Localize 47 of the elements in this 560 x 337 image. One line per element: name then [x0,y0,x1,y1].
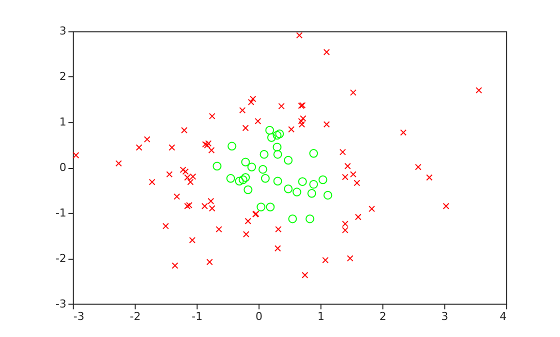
point [298,177,307,186]
x-tick-label: 2 [379,310,386,324]
y-tick-label: -2 [55,252,66,265]
point [307,189,316,198]
point [318,175,328,184]
point [275,130,284,138]
point [260,174,270,183]
point [309,149,318,158]
point [212,162,222,170]
point [288,214,297,224]
point [309,180,318,189]
point [256,202,266,212]
point [266,202,275,212]
point [292,188,302,196]
y-tick-label: -1 [55,206,66,220]
point [284,184,293,194]
point [267,133,276,142]
point [241,173,250,182]
y-tick-label: 2 [59,70,66,84]
x-tick-label: 4 [500,310,507,324]
point [244,185,252,194]
x-tick-label: 0 [256,310,263,324]
point [247,162,256,172]
point [238,175,248,184]
point [284,156,293,165]
point [265,126,274,135]
point [226,174,236,183]
y-tick-label: 1 [59,116,66,129]
point [234,176,244,186]
y-tick-label: 0 [59,161,66,174]
y-tick-label: 3 [59,24,66,38]
x-tick-label: 1 [317,310,324,324]
point [258,164,268,174]
y-tick-label: -3 [55,297,66,310]
point [272,142,282,152]
point [272,130,282,140]
point [323,190,332,200]
point [273,150,282,159]
x-tick-label: -3 [73,310,84,324]
x-tick-label: -1 [192,310,203,324]
point [273,176,282,186]
point [306,214,314,224]
point [260,150,268,159]
x-tick-label: 3 [441,310,448,324]
point [241,158,250,166]
x-tick-label: -2 [130,310,141,324]
point [228,142,236,151]
